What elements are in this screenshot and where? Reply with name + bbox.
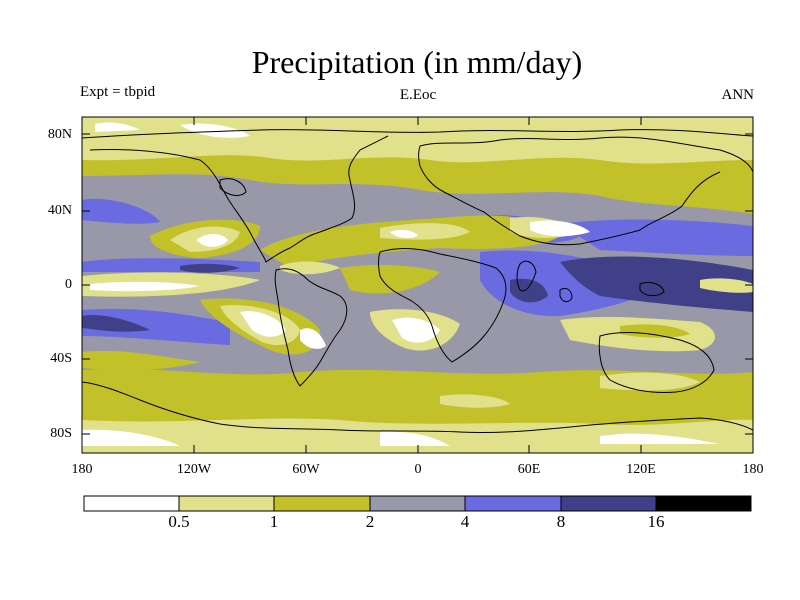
colorbar-segment-7 [656,496,751,511]
arctic-dry-spots [95,122,250,138]
colorbar-segment-4 [370,496,465,511]
colorbar-label-2: 2 [365,512,375,531]
sahara-very-dry [390,220,590,239]
itcz-pacific-extreme [180,263,240,273]
lon-label-120e: 120E [626,462,656,477]
map-ticks [82,117,753,453]
map-title: Precipitation (in mm/day) [251,44,583,80]
lon-label-180-west: 180 [71,462,93,477]
equatorial-atlantic-moderate [340,265,440,294]
north-atlantic-africa-moderate [260,215,560,268]
eastern-pacific-very-dry [196,234,228,247]
southern-ocean-dry-2 [440,394,510,408]
colorbar [83,495,752,512]
band-north-dry [82,117,753,164]
lon-label-60w: 60W [292,462,320,477]
arctic-coast [82,129,753,139]
lat-label-80n: 80N [47,127,72,142]
island-coasts [559,281,665,303]
season-label: ANN [721,87,755,103]
coastlines [82,129,753,434]
lon-label-0: 0 [414,462,422,477]
lon-label-180-east: 180 [742,462,764,477]
north-america-coast [89,135,389,263]
lat-label-40n: 40N [47,203,72,218]
equatorial-pacific-very-dry [90,281,200,292]
africa-coast [378,247,507,363]
colorbar-label-0-5: 0.5 [168,512,190,531]
colorbar-segment-3 [274,496,370,511]
south-pacific-extreme [82,314,150,332]
east-africa-extreme [510,278,548,303]
south-america-coast [274,268,348,387]
colorbar-label-1: 1 [269,512,279,531]
colorbar-frame [83,495,752,512]
colorbar-segment-2 [179,496,274,511]
colorbar-label-4: 4 [460,512,470,531]
south-pacific-lower-moderate [82,350,200,371]
antarctic-dry-spots [82,429,720,446]
south-pacific-wet [82,308,230,345]
colorbar-segment-5 [465,496,561,511]
eurasia-coast [418,136,753,246]
southern-ocean-dry [600,372,700,391]
australia-moderate [620,324,690,338]
case-label: E.Eoc [399,87,437,103]
india-coast [516,260,537,292]
colorbar-segment-1 [84,496,179,511]
colorbar-segment-6 [561,496,656,511]
colorbar-label-16: 16 [647,512,665,531]
australia-coast [598,332,715,393]
north-pacific-wet [82,198,160,224]
lat-label-80s: 80S [50,426,72,441]
equatorial-east-dry [700,278,753,293]
north-america-lake [219,178,247,196]
antarctica-coast [82,381,753,434]
colorbar-label-8: 8 [556,512,566,531]
precipitation-field [82,117,753,453]
lon-label-120w: 120W [176,462,212,477]
lon-label-60e: 60E [517,462,541,477]
lat-label-0: 0 [65,277,72,292]
lat-label-40s: 40S [50,351,72,366]
south-atlantic-very-dry [392,317,440,343]
experiment-label: Expt = tbpid [80,84,156,100]
